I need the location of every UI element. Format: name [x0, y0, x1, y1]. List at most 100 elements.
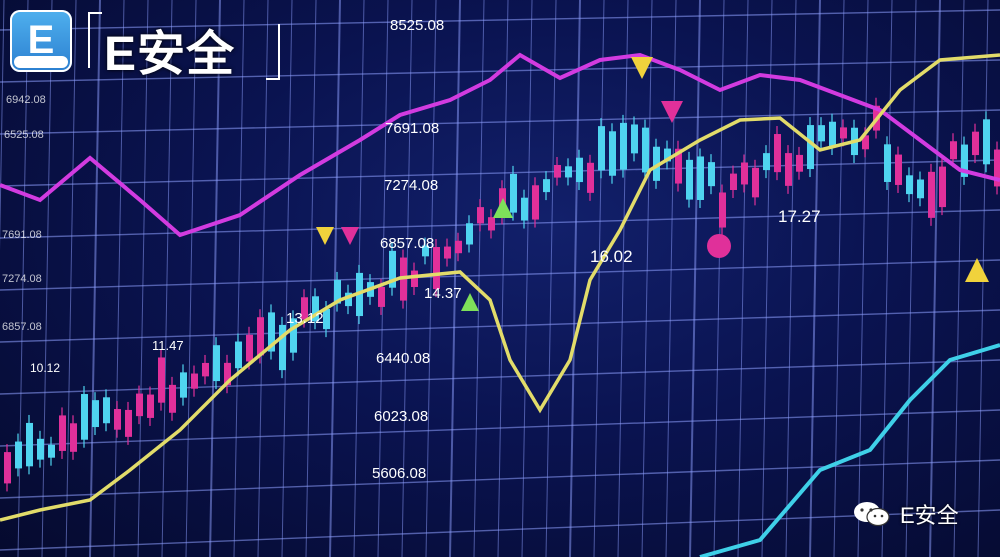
candle-body	[213, 345, 220, 382]
candle-body	[312, 296, 319, 322]
candle-body	[928, 171, 935, 218]
bracket-left-icon	[88, 12, 102, 68]
candle-body	[169, 384, 176, 413]
grid-line	[713, 0, 725, 557]
wechat-watermark: E安全	[852, 498, 959, 530]
grid-line	[689, 0, 701, 557]
grid-line	[89, 0, 101, 557]
grid-line	[185, 0, 197, 557]
candle-body	[576, 157, 583, 183]
candle-body	[730, 173, 737, 191]
candle-body	[224, 362, 231, 386]
candle-body	[37, 438, 44, 460]
candle-body	[763, 153, 770, 171]
candle-body	[136, 393, 143, 417]
candle-body	[829, 121, 836, 148]
candle-body	[477, 207, 484, 224]
left-axis-label: 7274.08	[2, 273, 42, 285]
grid-line	[113, 0, 125, 557]
wechat-icon	[852, 499, 892, 529]
grid-line	[665, 0, 677, 557]
candle-body	[961, 144, 968, 177]
signal-markers	[316, 57, 989, 311]
down-triangle-marker	[341, 227, 359, 245]
yellow-indicator-line	[0, 53, 1000, 522]
candle-body	[48, 444, 55, 458]
grid-line	[0, 509, 1000, 551]
grid-line	[41, 0, 53, 557]
candle-body	[532, 185, 539, 220]
grid-line	[545, 0, 557, 557]
grid-line	[809, 0, 821, 557]
up-triangle-marker	[461, 293, 479, 311]
candle-body	[620, 122, 627, 170]
candle-body	[719, 192, 726, 228]
candle-body	[818, 125, 825, 142]
value-annotation: 11.47	[152, 338, 184, 353]
candle-body	[895, 154, 902, 185]
grid-line	[593, 0, 605, 557]
candle-body	[70, 423, 77, 452]
candle-body	[4, 452, 11, 484]
candle-body	[994, 149, 1000, 187]
candle-body	[598, 126, 605, 171]
candle-body	[807, 125, 814, 170]
grid-line	[0, 159, 1000, 187]
candle-body	[59, 415, 66, 451]
candle-body	[147, 394, 154, 418]
grid-line	[953, 0, 965, 557]
grid-line	[905, 0, 917, 557]
value-annotation: 17.27	[778, 207, 821, 226]
candle-body	[609, 131, 616, 176]
grid-line	[233, 0, 245, 557]
candle-body	[840, 127, 847, 139]
grid-line	[0, 109, 1000, 135]
candle-body	[884, 144, 891, 182]
grid-line	[473, 0, 485, 557]
candle-body	[246, 334, 253, 362]
candle-body	[290, 318, 297, 353]
candle-body	[752, 167, 759, 198]
candle-body	[26, 422, 33, 467]
candle-body	[565, 166, 572, 178]
candle-body	[543, 179, 550, 193]
candle-body	[180, 372, 187, 398]
candle-body	[983, 119, 990, 165]
circle-marker	[707, 234, 731, 258]
candle-body	[191, 373, 198, 389]
candle-body	[422, 245, 429, 257]
grid-line	[305, 0, 317, 557]
watermark-text: E安全	[900, 503, 959, 528]
grid-line	[737, 0, 749, 557]
cloud-icon	[14, 56, 68, 68]
candle-body	[411, 270, 418, 287]
candle-body	[81, 394, 88, 440]
grid-line	[569, 0, 581, 557]
grid-line	[257, 0, 269, 557]
candle-body	[774, 134, 781, 173]
grid-line	[761, 0, 773, 557]
bracket-right-icon	[266, 24, 280, 80]
grid-line	[425, 0, 437, 557]
cyan-indicator-line	[699, 343, 1000, 557]
candle-body	[686, 159, 693, 200]
candle-body	[488, 217, 495, 231]
candle-body	[664, 148, 671, 162]
grid-line	[65, 0, 77, 557]
candle-body	[279, 324, 286, 371]
candle-body	[554, 164, 561, 178]
price-label: 8525.08	[390, 17, 444, 34]
down-triangle-marker	[661, 101, 683, 123]
candle-body	[521, 197, 528, 221]
candle-body	[323, 308, 330, 330]
price-label: 7691.08	[385, 120, 439, 137]
grid-line	[857, 0, 869, 557]
candle-body	[950, 141, 957, 160]
grid-line	[0, 259, 1000, 291]
candle-body	[158, 357, 165, 403]
value-annotation: 14.37	[424, 285, 462, 302]
candle-body	[455, 240, 462, 254]
candle-body	[653, 146, 660, 181]
